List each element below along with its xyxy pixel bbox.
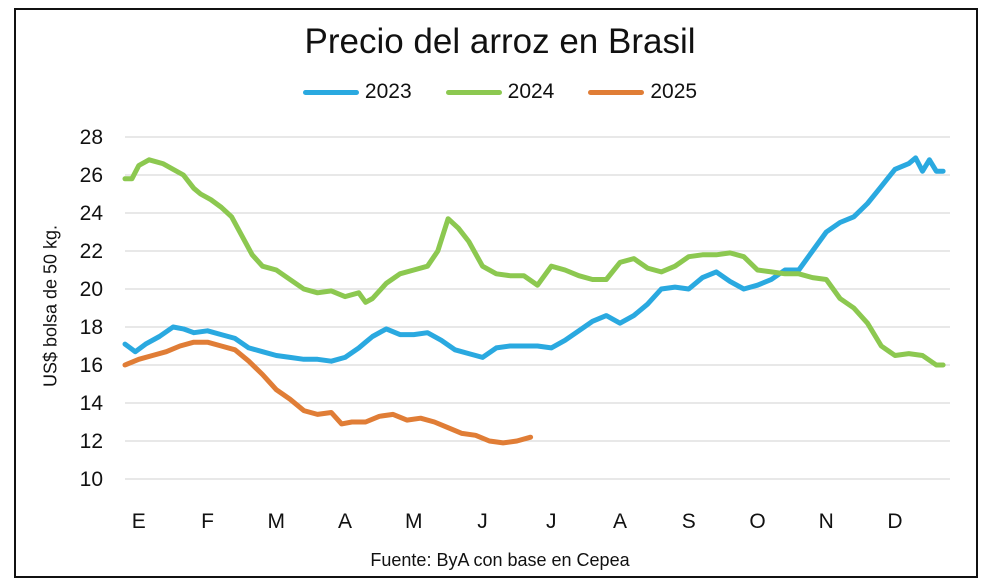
- y-tick-label: 18: [80, 316, 103, 339]
- x-tick-label: M: [405, 510, 423, 533]
- x-tick-label: O: [749, 510, 765, 533]
- legend: 2023 2024 2025: [0, 80, 1000, 104]
- y-tick-label: 28: [80, 126, 103, 149]
- y-tick-label: 20: [80, 278, 103, 301]
- x-tick-label: S: [682, 510, 696, 533]
- x-tick-label: J: [477, 510, 488, 533]
- y-tick-label: 10: [80, 468, 103, 491]
- series-line-2024: [122, 157, 946, 368]
- x-tick-label: D: [887, 510, 902, 533]
- legend-swatch-2024: [445, 89, 502, 95]
- legend-item-2023: 2023: [302, 80, 412, 104]
- legend-label-2024: 2024: [507, 80, 555, 103]
- legend-label-2023: 2023: [364, 80, 412, 103]
- x-tick-label: M: [268, 510, 286, 533]
- chart-frame: [14, 8, 978, 578]
- legend-swatch-2025: [588, 89, 645, 95]
- x-tick-label: E: [132, 510, 146, 533]
- y-tick-label: 16: [80, 354, 103, 377]
- x-tick-label: J: [546, 510, 557, 533]
- source-note: Fuente: ByA con base en Cepea: [370, 550, 630, 570]
- y-tick-label: 12: [80, 430, 103, 453]
- x-tick-label: A: [613, 510, 627, 533]
- legend-swatch-2023: [302, 89, 359, 95]
- legend-item-2024: 2024: [445, 80, 555, 104]
- chart-title: Precio del arroz en Brasil: [304, 22, 696, 61]
- x-tick-label: F: [201, 510, 214, 533]
- y-tick-label: 26: [80, 164, 103, 187]
- legend-item-2025: 2025: [588, 80, 697, 104]
- y-tick-label: 24: [80, 202, 104, 225]
- series-line-2025: [122, 339, 534, 446]
- legend-label-2025: 2025: [650, 80, 698, 103]
- y-tick-label: 22: [80, 240, 103, 263]
- series-line-2023: [122, 155, 946, 364]
- y-tick-label: 14: [80, 392, 104, 415]
- x-tick-label: A: [338, 510, 352, 533]
- x-tick-label: N: [819, 510, 834, 533]
